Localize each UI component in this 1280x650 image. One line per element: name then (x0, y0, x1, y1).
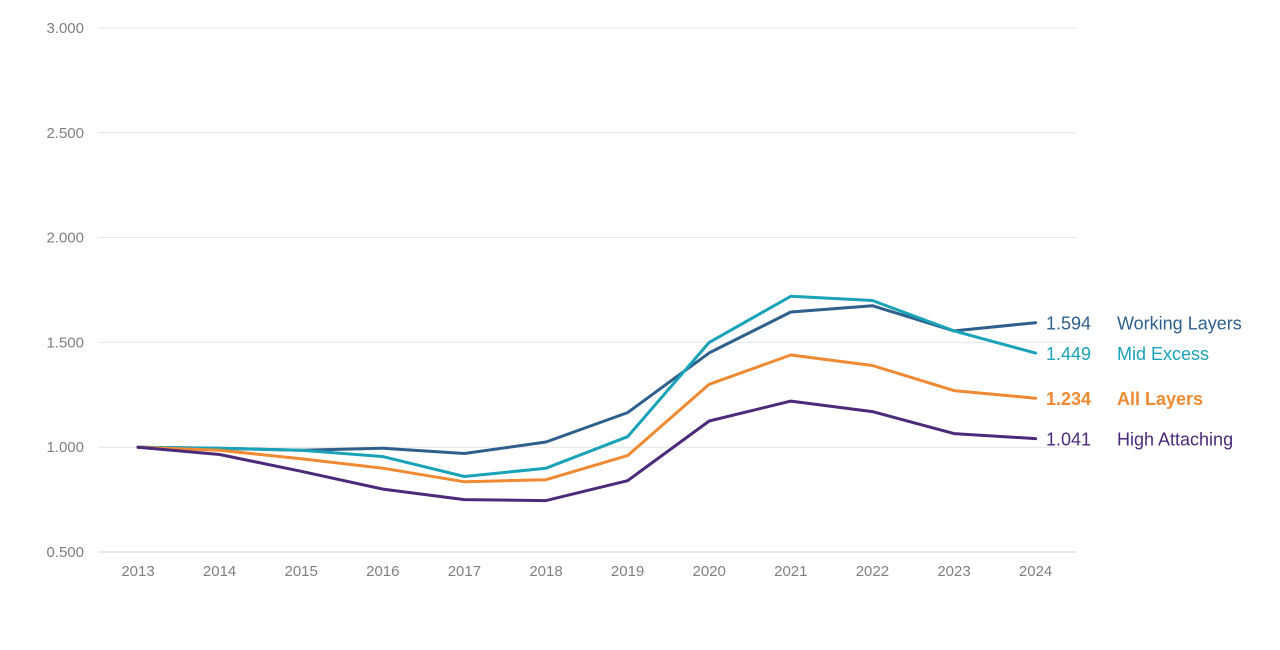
y-tick-label: 2.500 (46, 125, 84, 142)
series-line (136, 353, 1038, 484)
x-tick-label: 2024 (1019, 563, 1052, 580)
y-tick-label: 2.000 (46, 230, 84, 247)
series-line (136, 304, 1038, 455)
series-end-value: 1.041 (1046, 430, 1091, 450)
x-tick-label: 2019 (611, 563, 644, 580)
y-axis: 0.500 1.000 1.500 2.000 2.500 3.000 (46, 20, 84, 561)
x-tick-label: 2021 (774, 563, 807, 580)
series-name-label: Mid Excess (1117, 344, 1209, 364)
x-tick-label: 2023 (937, 563, 970, 580)
series-name-label: All Layers (1117, 389, 1203, 409)
series-end-value: 1.594 (1046, 314, 1091, 334)
y-tick-label: 1.500 (46, 334, 84, 351)
series-lines (136, 294, 1038, 503)
x-tick-label: 2014 (203, 563, 236, 580)
series-end-labels: 1.594 Working Layers 1.449 Mid Excess 1.234 A… (1046, 314, 1242, 450)
series-name-label: Working Layers (1117, 314, 1242, 334)
y-tick-label: 0.500 (46, 544, 84, 561)
series-end-value: 1.234 (1046, 389, 1091, 409)
y-tick-label: 3.000 (46, 20, 84, 37)
series-name-label: High Attaching (1117, 430, 1233, 450)
series-line (136, 294, 1038, 478)
x-tick-label: 2017 (448, 563, 481, 580)
series-line (136, 399, 1038, 503)
series-end-value: 1.449 (1046, 344, 1091, 364)
x-tick-label: 2020 (693, 563, 726, 580)
x-tick-label: 2016 (366, 563, 399, 580)
x-tick-label: 2013 (121, 563, 154, 580)
x-tick-label: 2015 (285, 563, 318, 580)
y-tick-label: 1.000 (46, 439, 84, 456)
x-tick-label: 2018 (529, 563, 562, 580)
x-axis: 2013 2014 2015 2016 2017 2018 2019 2020 2021 2022… (121, 563, 1052, 580)
gridlines (98, 27, 1076, 553)
x-tick-label: 2022 (856, 563, 889, 580)
